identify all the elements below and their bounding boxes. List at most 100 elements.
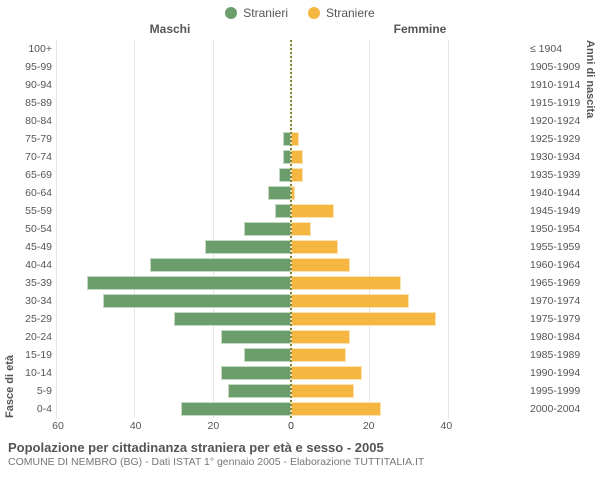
bar-male: [87, 276, 291, 290]
age-label: 70-74: [16, 148, 56, 166]
x-tick: 40: [130, 420, 142, 432]
legend-label-female: Straniere: [326, 6, 375, 20]
birth-label: 1960-1964: [526, 256, 584, 274]
birth-label: 1975-1979: [526, 310, 584, 328]
bar-row-female: [291, 256, 526, 274]
bar-row-male: [56, 364, 291, 382]
age-label: 40-44: [16, 256, 56, 274]
bar-row-male: [56, 58, 291, 76]
bar-row-female: [291, 400, 526, 418]
header-male: Maschi: [0, 22, 295, 36]
age-label: 30-34: [16, 292, 56, 310]
bar-row-female: [291, 94, 526, 112]
birth-label: 2000-2004: [526, 400, 584, 418]
center-axis: [290, 40, 292, 418]
birth-label: 1915-1919: [526, 94, 584, 112]
bar-row-female: [291, 274, 526, 292]
bar-row-female: [291, 166, 526, 184]
bar-row-male: [56, 148, 291, 166]
bars-male: [56, 40, 291, 418]
bar-male: [205, 240, 291, 254]
bar-row-female: [291, 310, 526, 328]
bar-row-female: [291, 130, 526, 148]
birth-year-labels: ≤ 19041905-19091910-19141915-19191920-19…: [526, 40, 584, 418]
x-tick: 60: [52, 420, 64, 432]
age-label: 80-84: [16, 112, 56, 130]
age-label: 65-69: [16, 166, 56, 184]
bar-row-male: [56, 184, 291, 202]
bar-female: [291, 366, 362, 380]
birth-label: ≤ 1904: [526, 40, 584, 58]
legend-item-male: Stranieri: [225, 6, 288, 20]
bar-male: [244, 348, 291, 362]
birth-label: 1970-1974: [526, 292, 584, 310]
x-tick: 0: [288, 420, 294, 432]
column-headers: Maschi Femmine: [0, 20, 600, 40]
caption-title: Popolazione per cittadinanza straniera p…: [8, 440, 592, 455]
birth-label: 1995-1999: [526, 382, 584, 400]
age-label: 100+: [16, 40, 56, 58]
bar-female: [291, 240, 338, 254]
bar-female: [291, 294, 409, 308]
swatch-male: [225, 7, 237, 19]
bar-female: [291, 258, 350, 272]
age-label: 20-24: [16, 328, 56, 346]
caption-subtitle: COMUNE DI NEMBRO (BG) - Dati ISTAT 1° ge…: [8, 455, 592, 468]
y-axis-right-label: Anni di nascita: [584, 40, 596, 418]
bar-row-male: [56, 382, 291, 400]
bar-row-male: [56, 274, 291, 292]
birth-label: 1910-1914: [526, 76, 584, 94]
birth-label: 1930-1934: [526, 148, 584, 166]
bar-row-male: [56, 292, 291, 310]
age-labels: 100+95-9990-9485-8980-8475-7970-7465-696…: [16, 40, 56, 418]
x-axis: 6040200 02040: [0, 418, 600, 434]
birth-label: 1955-1959: [526, 238, 584, 256]
bar-row-male: [56, 40, 291, 58]
legend: Stranieri Straniere: [0, 0, 600, 20]
bar-male: [221, 330, 292, 344]
bar-row-female: [291, 40, 526, 58]
bar-row-female: [291, 328, 526, 346]
bar-row-male: [56, 112, 291, 130]
bar-female: [291, 276, 401, 290]
legend-item-female: Straniere: [308, 6, 375, 20]
bar-row-male: [56, 130, 291, 148]
age-label: 75-79: [16, 130, 56, 148]
bar-row-male: [56, 256, 291, 274]
birth-label: 1945-1949: [526, 202, 584, 220]
bar-female: [291, 204, 334, 218]
bar-row-female: [291, 58, 526, 76]
age-label: 95-99: [16, 58, 56, 76]
bar-male: [228, 384, 291, 398]
age-label: 50-54: [16, 220, 56, 238]
age-label: 90-94: [16, 76, 56, 94]
y-axis-left-label: Fasce di età: [4, 40, 16, 418]
age-label: 10-14: [16, 364, 56, 382]
x-tick: 20: [363, 420, 375, 432]
age-label: 5-9: [16, 382, 56, 400]
plot-area: [56, 40, 526, 418]
age-label: 45-49: [16, 238, 56, 256]
bar-row-male: [56, 76, 291, 94]
bar-row-male: [56, 346, 291, 364]
bar-row-female: [291, 292, 526, 310]
header-female: Femmine: [295, 22, 600, 36]
bar-male: [244, 222, 291, 236]
caption: Popolazione per cittadinanza straniera p…: [0, 434, 600, 468]
legend-label-male: Stranieri: [243, 6, 288, 20]
bars-female: [291, 40, 526, 418]
bar-female: [291, 168, 303, 182]
birth-label: 1985-1989: [526, 346, 584, 364]
bar-female: [291, 348, 346, 362]
age-label: 25-29: [16, 310, 56, 328]
bar-row-male: [56, 202, 291, 220]
birth-label: 1905-1909: [526, 58, 584, 76]
bar-male: [268, 186, 292, 200]
bar-row-female: [291, 364, 526, 382]
bar-row-female: [291, 76, 526, 94]
swatch-female: [308, 7, 320, 19]
bar-female: [291, 384, 354, 398]
bar-male: [150, 258, 291, 272]
bar-male: [174, 312, 292, 326]
birth-label: 1990-1994: [526, 364, 584, 382]
